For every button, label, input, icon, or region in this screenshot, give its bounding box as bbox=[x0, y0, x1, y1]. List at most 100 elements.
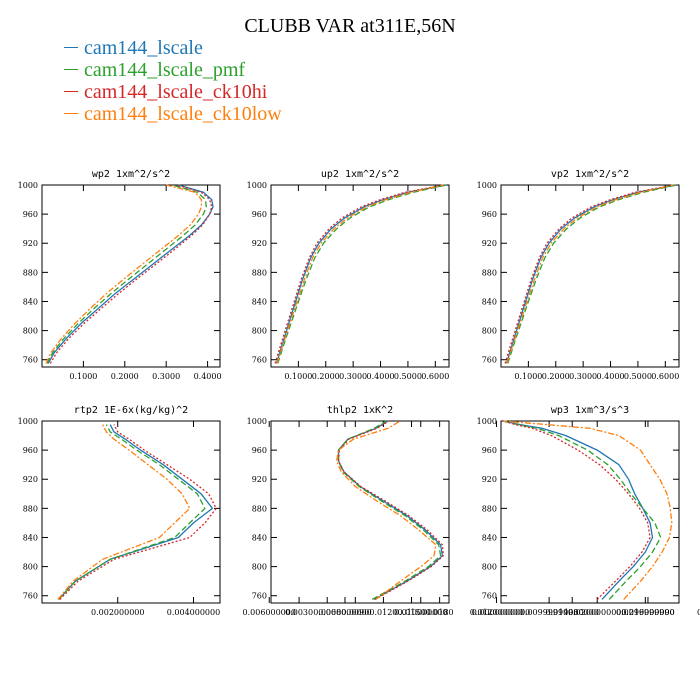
panel-6: wp3 1xm^3/s^3 760 800 840 880 920 960 1000 0.000… bbox=[472, 405, 680, 617]
panel-frame bbox=[500, 420, 680, 604]
x-tick-label: 0.0099999998 bbox=[520, 608, 579, 617]
panel-1: wp2 1xm^2/s^2 760 800 840 880 920 960 1000 0.100… bbox=[18, 169, 222, 381]
y-tick-label: 920 bbox=[252, 475, 267, 484]
series-line bbox=[276, 184, 444, 364]
x-tick-label: 0.0090 bbox=[341, 608, 369, 617]
x-tick-label: 0.3000 bbox=[339, 372, 367, 381]
series-line bbox=[503, 420, 651, 600]
y-tick-label: 960 bbox=[23, 446, 38, 455]
y-tick-label: 920 bbox=[482, 239, 497, 248]
y-tick-label: 800 bbox=[23, 327, 38, 336]
x-tick-label: 0.008000000 bbox=[318, 608, 371, 617]
legend-swatch bbox=[64, 90, 78, 92]
x-tick-label: 0.0299999990 bbox=[616, 608, 675, 617]
panel-title: thlp2 1xK^2 bbox=[327, 405, 393, 416]
x-tick-label: 0.0060 bbox=[313, 608, 341, 617]
panel-frame bbox=[41, 184, 221, 368]
panel-frame bbox=[500, 184, 680, 368]
panel-title: wp3 1xm^3/s^3 bbox=[551, 405, 629, 416]
y-tick-label: 1000 bbox=[18, 417, 38, 426]
y-tick-label: 800 bbox=[23, 563, 38, 572]
y-tick-label: 960 bbox=[482, 446, 497, 455]
x-tick-label: 0.3000 bbox=[152, 372, 180, 381]
series-line bbox=[503, 420, 654, 600]
figure-title: CLUBB VAR at311E,56N bbox=[244, 15, 456, 37]
series-line bbox=[337, 420, 442, 600]
x-tick-label: 0.0150 bbox=[398, 608, 426, 617]
y-tick-label: 760 bbox=[482, 592, 497, 601]
x-tick-label: 0.010000000 bbox=[394, 608, 447, 617]
y-tick-label: 880 bbox=[482, 504, 497, 513]
x-tick-label: 0.018000000 bbox=[697, 608, 700, 617]
panel-2: up2 1xm^2/s^2 760 800 840 880 920 960 1000 0.100… bbox=[247, 169, 450, 381]
series-line bbox=[337, 420, 445, 600]
x-tick-label: 0.3000 bbox=[569, 372, 597, 381]
series-line bbox=[335, 420, 437, 600]
x-tick-label: 0.016000000 bbox=[621, 608, 674, 617]
legend-item: cam144_lscale_pmf bbox=[64, 59, 245, 81]
legend-label: cam144_lscale_pmf bbox=[84, 59, 246, 81]
panel-frame bbox=[270, 184, 450, 368]
x-tick-label: 0.4000 bbox=[367, 372, 395, 381]
x-tick-label: 0.5000 bbox=[394, 372, 422, 381]
y-tick-label: 920 bbox=[252, 239, 267, 248]
x-tick-label: 0.004000000 bbox=[167, 608, 220, 617]
y-tick-label: 880 bbox=[252, 268, 267, 277]
x-tick-label: 0.4000 bbox=[597, 372, 625, 381]
x-tick-label: 0.2000 bbox=[312, 372, 340, 381]
legend-item: cam144_lscale bbox=[64, 37, 203, 59]
series-line bbox=[274, 184, 444, 364]
x-tick-label: 0.002000000 bbox=[91, 608, 144, 617]
y-tick-label: 840 bbox=[252, 533, 267, 542]
y-tick-label: 800 bbox=[482, 327, 497, 336]
x-tick-label: 0.0030 bbox=[285, 608, 313, 617]
panel-title: up2 1xm^2/s^2 bbox=[321, 169, 399, 180]
x-tick-label: 0.0120 bbox=[369, 608, 397, 617]
series-line bbox=[506, 184, 674, 364]
legend-label: cam144_lscale bbox=[84, 37, 203, 59]
y-tick-label: 840 bbox=[482, 533, 497, 542]
legend-item: cam144_lscale_ck10low bbox=[64, 103, 282, 125]
y-tick-label: 1000 bbox=[18, 181, 38, 190]
y-tick-label: 1000 bbox=[477, 417, 497, 426]
x-tick-label: 0.1000 bbox=[514, 372, 542, 381]
y-tick-label: 920 bbox=[482, 475, 497, 484]
x-tick-label: 0.006000000 bbox=[243, 608, 296, 617]
panel-frame bbox=[270, 420, 450, 604]
x-tick-label: 0.1000 bbox=[284, 372, 312, 381]
y-tick-label: 880 bbox=[482, 268, 497, 277]
y-tick-label: 760 bbox=[23, 356, 38, 365]
x-tick-label: 0.5000 bbox=[624, 372, 652, 381]
series-line bbox=[277, 184, 447, 364]
legend-swatch bbox=[64, 112, 78, 114]
y-tick-label: 880 bbox=[23, 504, 38, 513]
x-tick-label: 0.6000 bbox=[421, 372, 449, 381]
legend-label: cam144_lscale_ck10hi bbox=[84, 81, 268, 103]
y-tick-label: 760 bbox=[252, 592, 267, 601]
y-tick-label: 840 bbox=[23, 533, 38, 542]
panel-frame bbox=[41, 420, 221, 604]
x-tick-label: 0.2000 bbox=[542, 372, 570, 381]
y-tick-label: 1000 bbox=[247, 181, 267, 190]
x-tick-label: 0.1000 bbox=[69, 372, 97, 381]
series-line bbox=[46, 184, 207, 364]
y-tick-label: 760 bbox=[482, 356, 497, 365]
series-line bbox=[58, 424, 214, 600]
y-tick-label: 840 bbox=[23, 297, 38, 306]
y-tick-label: 960 bbox=[23, 210, 38, 219]
y-tick-label: 920 bbox=[23, 239, 38, 248]
series-line bbox=[49, 184, 213, 364]
y-tick-label: 1000 bbox=[477, 181, 497, 190]
y-tick-label: 920 bbox=[23, 475, 38, 484]
series-line bbox=[58, 424, 206, 600]
legend-item: cam144_lscale_ck10hi bbox=[64, 81, 267, 103]
panel-title: vp2 1xm^2/s^2 bbox=[551, 169, 629, 180]
panel-title: wp2 1xm^2/s^2 bbox=[92, 169, 170, 180]
y-tick-label: 960 bbox=[252, 446, 267, 455]
y-tick-label: 840 bbox=[252, 297, 267, 306]
series-line bbox=[57, 424, 191, 600]
y-tick-label: 800 bbox=[252, 327, 267, 336]
x-tick-label: 0.6000 bbox=[651, 372, 679, 381]
x-tick-label: 0.0180 bbox=[426, 608, 454, 617]
